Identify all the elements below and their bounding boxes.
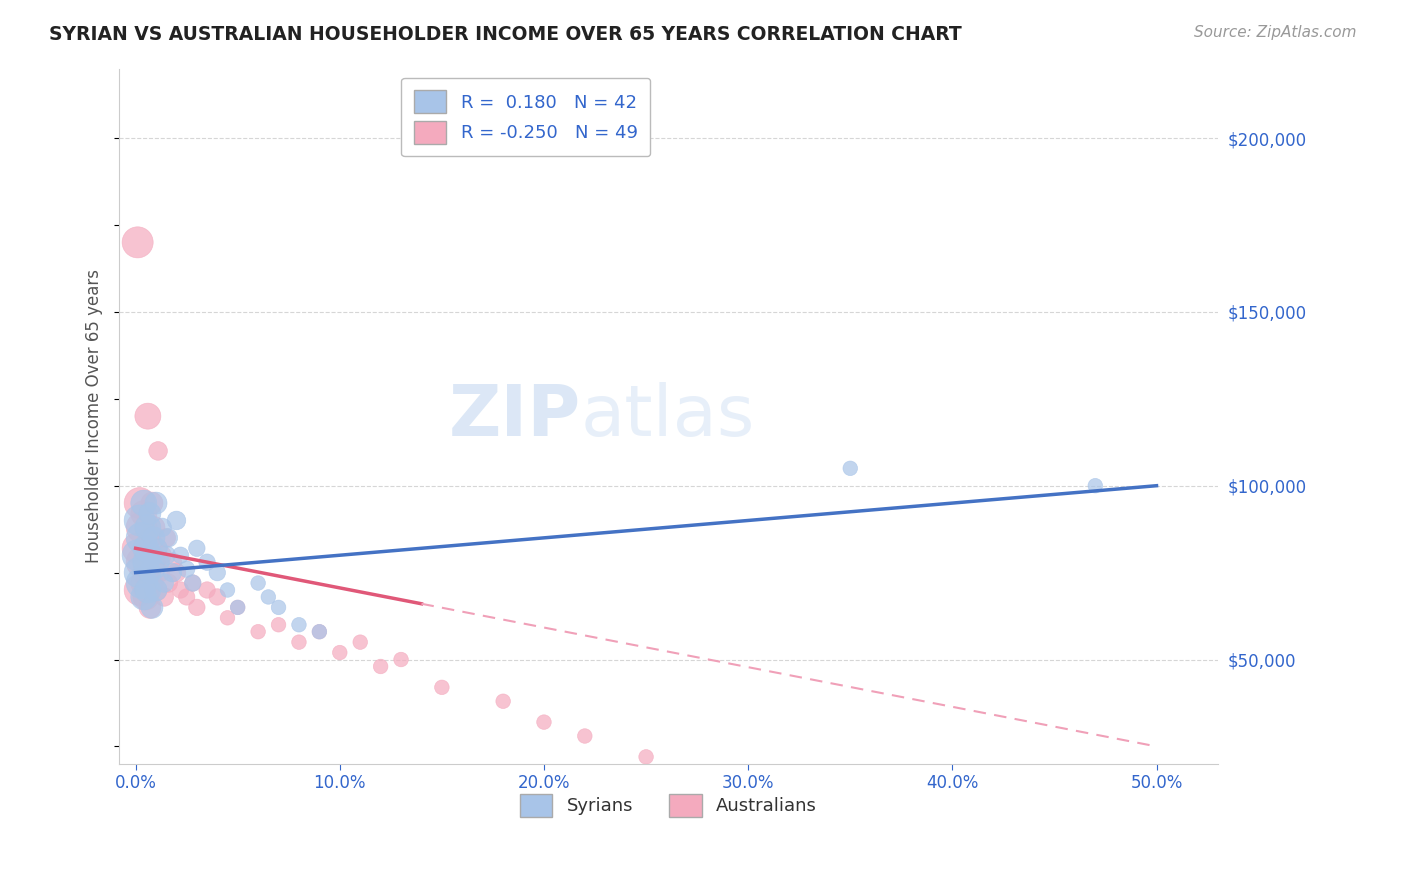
Point bbox=[574, 729, 596, 743]
Point bbox=[143, 520, 166, 534]
Point bbox=[153, 590, 176, 604]
Point bbox=[247, 576, 270, 591]
Point bbox=[186, 541, 208, 556]
Point bbox=[136, 520, 159, 534]
Point bbox=[145, 541, 167, 556]
Point bbox=[157, 531, 180, 545]
Point bbox=[430, 681, 453, 695]
Point bbox=[217, 582, 239, 597]
Point bbox=[128, 582, 150, 597]
Text: SYRIAN VS AUSTRALIAN HOUSEHOLDER INCOME OVER 65 YEARS CORRELATION CHART: SYRIAN VS AUSTRALIAN HOUSEHOLDER INCOME … bbox=[49, 25, 962, 44]
Point bbox=[186, 600, 208, 615]
Point bbox=[308, 624, 330, 639]
Point bbox=[257, 590, 280, 604]
Point bbox=[131, 520, 153, 534]
Point bbox=[128, 513, 150, 527]
Point bbox=[132, 576, 155, 591]
Point bbox=[636, 750, 658, 764]
Point bbox=[132, 496, 155, 510]
Point bbox=[162, 566, 184, 580]
Point bbox=[349, 635, 371, 649]
Point bbox=[308, 624, 330, 639]
Point bbox=[146, 444, 169, 458]
Point bbox=[533, 715, 555, 730]
Point bbox=[226, 600, 249, 615]
Point bbox=[195, 555, 218, 569]
Point bbox=[839, 461, 862, 475]
Point bbox=[149, 566, 172, 580]
Text: Source: ZipAtlas.com: Source: ZipAtlas.com bbox=[1194, 25, 1357, 40]
Point bbox=[143, 531, 166, 545]
Point bbox=[135, 555, 157, 569]
Point bbox=[389, 652, 412, 666]
Point bbox=[143, 555, 166, 569]
Point bbox=[127, 548, 149, 562]
Point bbox=[207, 590, 229, 604]
Point bbox=[195, 582, 218, 597]
Point bbox=[139, 507, 162, 521]
Point bbox=[135, 566, 157, 580]
Point bbox=[128, 566, 150, 580]
Point bbox=[141, 496, 163, 510]
Legend: Syrians, Australians: Syrians, Australians bbox=[513, 787, 824, 824]
Text: ZIP: ZIP bbox=[449, 382, 581, 450]
Point bbox=[165, 513, 187, 527]
Point bbox=[181, 576, 204, 591]
Point bbox=[1084, 479, 1107, 493]
Point bbox=[145, 496, 167, 510]
Point bbox=[132, 507, 155, 521]
Point bbox=[288, 635, 311, 649]
Point bbox=[217, 611, 239, 625]
Point bbox=[136, 548, 159, 562]
Point bbox=[226, 600, 249, 615]
Point bbox=[141, 600, 163, 615]
Point bbox=[267, 617, 290, 632]
Point bbox=[176, 562, 198, 576]
Point bbox=[288, 617, 311, 632]
Point bbox=[267, 600, 290, 615]
Point bbox=[157, 576, 180, 591]
Point bbox=[141, 576, 163, 591]
Point bbox=[155, 548, 177, 562]
Point bbox=[329, 646, 352, 660]
Point bbox=[127, 235, 149, 250]
Point bbox=[153, 576, 176, 591]
Point bbox=[135, 590, 157, 604]
Point bbox=[139, 600, 162, 615]
Point bbox=[145, 582, 167, 597]
Point bbox=[207, 566, 229, 580]
Point bbox=[139, 531, 162, 545]
Y-axis label: Householder Income Over 65 years: Householder Income Over 65 years bbox=[86, 269, 103, 563]
Point bbox=[132, 590, 155, 604]
Point bbox=[141, 548, 163, 562]
Point bbox=[146, 541, 169, 556]
Point bbox=[162, 555, 184, 569]
Point bbox=[181, 576, 204, 591]
Point bbox=[176, 590, 198, 604]
Point bbox=[136, 409, 159, 424]
Point bbox=[370, 659, 392, 673]
Point bbox=[169, 582, 191, 597]
Point bbox=[145, 582, 167, 597]
Point bbox=[131, 555, 153, 569]
Point bbox=[492, 694, 515, 708]
Point bbox=[169, 548, 191, 562]
Point bbox=[150, 520, 173, 534]
Point bbox=[135, 541, 157, 556]
Text: atlas: atlas bbox=[581, 382, 755, 450]
Point bbox=[128, 496, 150, 510]
Point bbox=[150, 548, 173, 562]
Point bbox=[127, 541, 149, 556]
Point bbox=[143, 562, 166, 576]
Point bbox=[131, 531, 153, 545]
Point bbox=[155, 531, 177, 545]
Point bbox=[139, 566, 162, 580]
Point bbox=[136, 582, 159, 597]
Point bbox=[131, 576, 153, 591]
Point bbox=[247, 624, 270, 639]
Point bbox=[149, 555, 172, 569]
Point bbox=[165, 566, 187, 580]
